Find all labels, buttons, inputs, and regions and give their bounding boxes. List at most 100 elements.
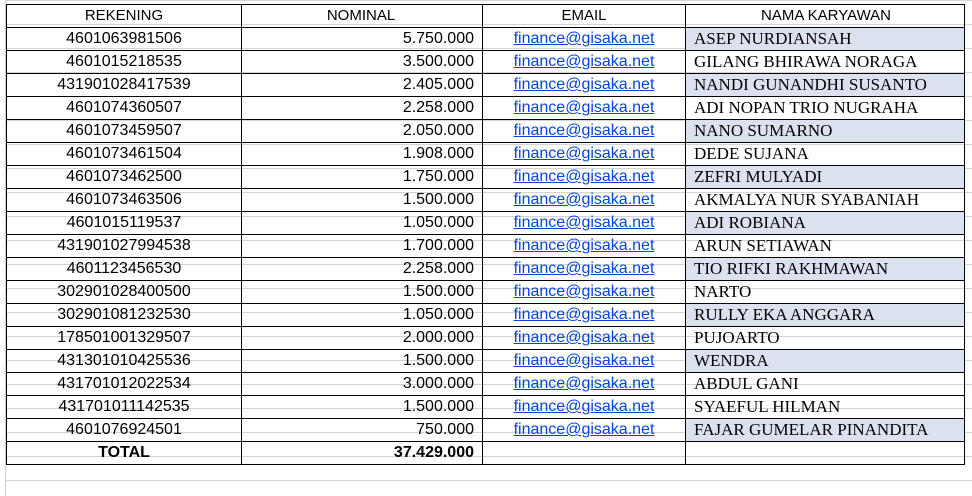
email-cell: finance@gisaka.net — [482, 234, 686, 258]
nominal-cell[interactable]: 750.000 — [241, 418, 483, 442]
email-link[interactable]: finance@gisaka.net — [513, 122, 655, 139]
rekening-cell[interactable]: 4601073463506 — [6, 188, 242, 212]
email-link[interactable]: finance@gisaka.net — [513, 283, 655, 300]
nama-karyawan-cell[interactable]: NANDI GUNANDHI SUSANTO — [685, 73, 965, 97]
email-link[interactable]: finance@gisaka.net — [513, 99, 655, 116]
email-link[interactable]: finance@gisaka.net — [513, 145, 655, 162]
email-cell: finance@gisaka.net — [482, 395, 686, 419]
nominal-cell[interactable]: 2.000.000 — [241, 326, 483, 350]
nominal-cell[interactable]: 1.750.000 — [241, 165, 483, 189]
email-link[interactable]: finance@gisaka.net — [513, 421, 655, 438]
total-value[interactable]: 37.429.000 — [241, 441, 483, 465]
nama-karyawan-cell[interactable]: RULLY EKA ANGGARA — [685, 303, 965, 327]
rekening-cell[interactable]: 178501001329507 — [6, 326, 242, 350]
nama-karyawan-cell[interactable]: AKMALYA NUR SYABANIAH — [685, 188, 965, 212]
nama-karyawan-cell[interactable]: GILANG BHIRAWA NORAGA — [685, 50, 965, 74]
nama-karyawan-cell[interactable]: SYAEFUL HILMAN — [685, 395, 965, 419]
email-cell: finance@gisaka.net — [482, 257, 686, 281]
nominal-cell[interactable]: 1.500.000 — [241, 280, 483, 304]
nominal-cell[interactable]: 2.258.000 — [241, 257, 483, 281]
rekening-cell[interactable]: 4601123456530 — [6, 257, 242, 281]
email-link[interactable]: finance@gisaka.net — [513, 76, 655, 93]
table-row: 4601123456530 2.258.000 finance@gisaka.net… — [6, 257, 965, 281]
nominal-cell[interactable]: 1.500.000 — [241, 349, 483, 373]
email-link[interactable]: finance@gisaka.net — [513, 398, 655, 415]
rekening-cell[interactable]: 4601073459507 — [6, 119, 242, 143]
email-link[interactable]: finance@gisaka.net — [513, 30, 655, 47]
nama-karyawan-cell[interactable]: NANO SUMARNO — [685, 119, 965, 143]
nominal-cell[interactable]: 2.050.000 — [241, 119, 483, 143]
nama-karyawan-cell[interactable]: ABDUL GANI — [685, 372, 965, 396]
email-cell: finance@gisaka.net — [482, 142, 686, 166]
rekening-cell[interactable]: 431301010425536 — [6, 349, 242, 373]
nominal-cell[interactable]: 1.700.000 — [241, 234, 483, 258]
rekening-cell[interactable]: 302901028400500 — [6, 280, 242, 304]
email-cell: finance@gisaka.net — [482, 50, 686, 74]
table-row: 431701012022534 3.000.000 finance@gisaka.n… — [6, 372, 965, 396]
nominal-cell[interactable]: 2.405.000 — [241, 73, 483, 97]
email-link[interactable]: finance@gisaka.net — [513, 375, 655, 392]
nominal-cell[interactable]: 5.750.000 — [241, 27, 483, 51]
rekening-cell[interactable]: 431901028417539 — [6, 73, 242, 97]
nama-karyawan-cell[interactable]: FAJAR GUMELAR PINANDITA — [685, 418, 965, 442]
email-link[interactable]: finance@gisaka.net — [513, 329, 655, 346]
rekening-cell[interactable]: 4601073462500 — [6, 165, 242, 189]
nominal-cell[interactable]: 1.500.000 — [241, 188, 483, 212]
nama-karyawan-cell[interactable]: PUJOARTO — [685, 326, 965, 350]
email-cell: finance@gisaka.net — [482, 73, 686, 97]
nama-karyawan-cell[interactable]: WENDRA — [685, 349, 965, 373]
email-cell: finance@gisaka.net — [482, 96, 686, 120]
nama-karyawan-cell[interactable]: ASEP NURDIANSAH — [685, 27, 965, 51]
table-row: 431301010425536 1.500.000 finance@gisaka.n… — [6, 349, 965, 373]
rekening-cell[interactable]: 4601073461504 — [6, 142, 242, 166]
nominal-cell[interactable]: 1.500.000 — [241, 395, 483, 419]
header-nominal[interactable]: NOMINAL — [241, 4, 483, 28]
email-link[interactable]: finance@gisaka.net — [513, 53, 655, 70]
total-email-cell[interactable] — [482, 441, 686, 465]
rekening-cell[interactable]: 431701012022534 — [6, 372, 242, 396]
nama-karyawan-cell[interactable]: ZEFRI MULYADI — [685, 165, 965, 189]
rekening-cell[interactable]: 302901081232530 — [6, 303, 242, 327]
nama-karyawan-cell[interactable]: ADI ROBIANA — [685, 211, 965, 235]
rekening-cell[interactable]: 4601015218535 — [6, 50, 242, 74]
table-row: 4601073459507 2.050.000 finance@gisaka.net… — [6, 119, 965, 143]
email-link[interactable]: finance@gisaka.net — [513, 168, 655, 185]
nama-karyawan-cell[interactable]: TIO RIFKI RAKHMAWAN — [685, 257, 965, 281]
nama-karyawan-cell[interactable]: NARTO — [685, 280, 965, 304]
table-row: 4601073462500 1.750.000 finance@gisaka.net… — [6, 165, 965, 189]
total-nama-cell[interactable] — [685, 441, 965, 465]
nama-karyawan-cell[interactable]: ADI NOPAN TRIO NUGRAHA — [685, 96, 965, 120]
nama-karyawan-cell[interactable]: ARUN SETIAWAN — [685, 234, 965, 258]
header-rekening[interactable]: REKENING — [6, 4, 242, 28]
rekening-cell[interactable]: 4601074360507 — [6, 96, 242, 120]
email-link[interactable]: finance@gisaka.net — [513, 237, 655, 254]
rekening-cell[interactable]: 4601063981506 — [6, 27, 242, 51]
header-email[interactable]: EMAIL — [482, 4, 686, 28]
table-row: 431901028417539 2.405.000 finance@gisaka.n… — [6, 73, 965, 97]
nominal-cell[interactable]: 3.000.000 — [241, 372, 483, 396]
email-link[interactable]: finance@gisaka.net — [513, 214, 655, 231]
email-cell: finance@gisaka.net — [482, 349, 686, 373]
email-link[interactable]: finance@gisaka.net — [513, 260, 655, 277]
nominal-cell[interactable]: 1.908.000 — [241, 142, 483, 166]
rekening-cell[interactable]: 4601015119537 — [6, 211, 242, 235]
email-link[interactable]: finance@gisaka.net — [513, 352, 655, 369]
nama-karyawan-cell[interactable]: DEDE SUJANA — [685, 142, 965, 166]
nominal-cell[interactable]: 1.050.000 — [241, 303, 483, 327]
email-link[interactable]: finance@gisaka.net — [513, 306, 655, 323]
rekening-cell[interactable]: 431701011142535 — [6, 395, 242, 419]
table-row: 4601063981506 5.750.000 finance@gisaka.net… — [6, 27, 965, 51]
nominal-cell[interactable]: 2.258.000 — [241, 96, 483, 120]
table-row: 302901081232530 1.050.000 finance@gisaka.n… — [6, 303, 965, 327]
total-label[interactable]: TOTAL — [6, 441, 242, 465]
table-row: 178501001329507 2.000.000 finance@gisaka.n… — [6, 326, 965, 350]
header-row: REKENING NOMINAL EMAIL NAMA KARYAWAN — [6, 4, 965, 28]
header-nama-karyawan[interactable]: NAMA KARYAWAN — [685, 4, 965, 28]
nominal-cell[interactable]: 3.500.000 — [241, 50, 483, 74]
rekening-cell[interactable]: 4601076924501 — [6, 418, 242, 442]
email-cell: finance@gisaka.net — [482, 326, 686, 350]
rekening-cell[interactable]: 431901027994538 — [6, 234, 242, 258]
total-row: TOTAL 37.429.000 — [6, 441, 965, 465]
email-link[interactable]: finance@gisaka.net — [513, 191, 655, 208]
nominal-cell[interactable]: 1.050.000 — [241, 211, 483, 235]
